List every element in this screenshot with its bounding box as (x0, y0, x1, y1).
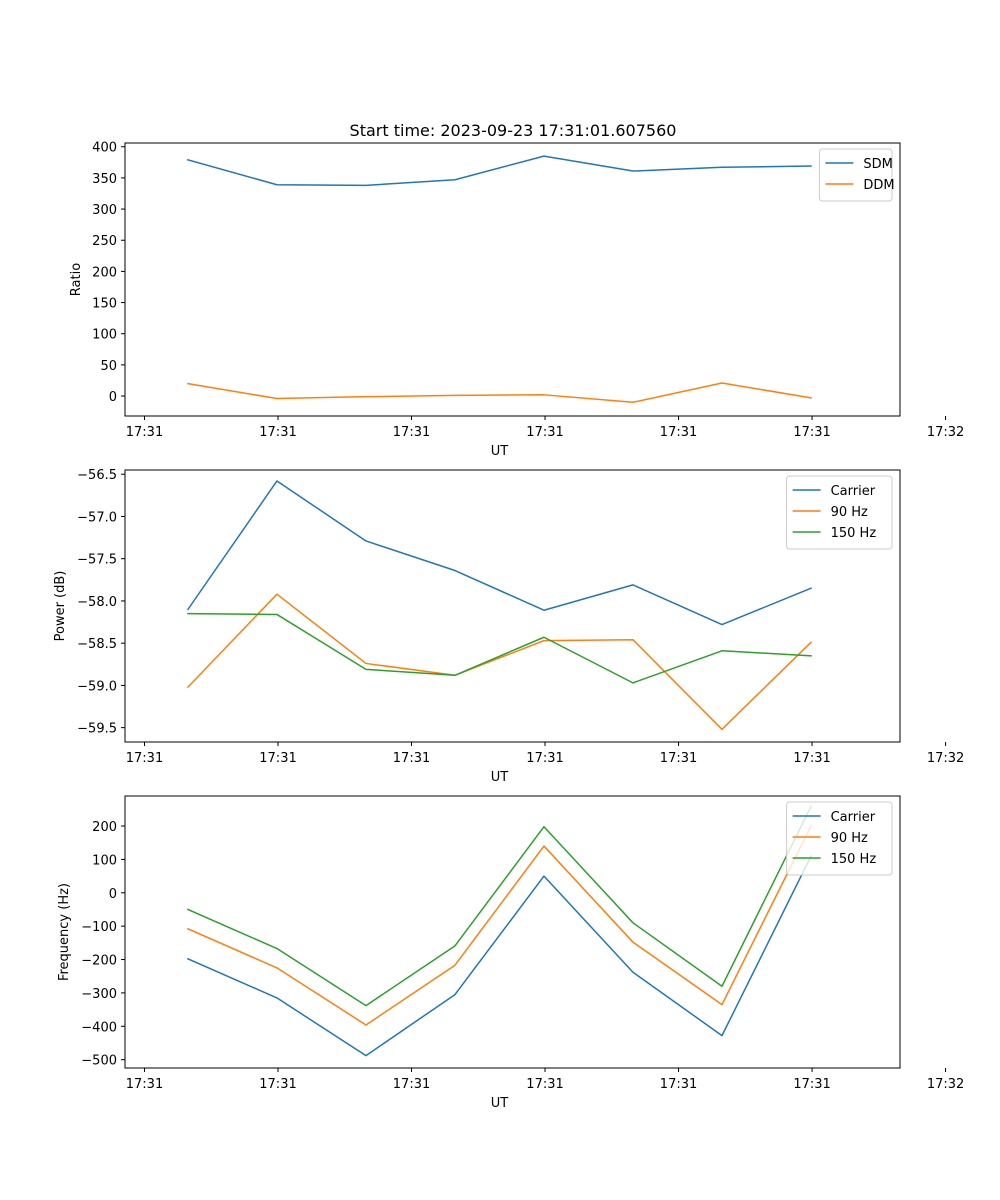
x-tick-label: 17:32 (927, 425, 964, 440)
legend: SDM DDM (818, 148, 895, 202)
x-axis-label: UT (491, 444, 509, 459)
x-tick-label: 17:31 (660, 1077, 697, 1092)
legend-entry: 90 Hz (831, 505, 868, 520)
y-tick-label: −58.0 (77, 595, 117, 610)
legend-box (818, 148, 893, 202)
y-tick-label: 350 (92, 172, 117, 187)
x-tick-label: 17:31 (793, 425, 830, 440)
y-tick-label: 300 (92, 203, 117, 218)
x-axis-label: UT (491, 770, 509, 785)
legend-entry: 150 Hz (831, 526, 877, 541)
legend-entry: SDM (863, 157, 892, 172)
x-tick-label: 17:32 (927, 751, 964, 766)
chart-panel-2: 17:31 17:31 17:31 17:31 17:31 17:31 17:32 −59.5… (53, 468, 964, 785)
y-axis-label: Power (dB) (53, 571, 68, 642)
series-line-ddm (187, 382, 812, 404)
y-tick-label: −500 (81, 1054, 117, 1069)
y-tick-label: −59.5 (77, 722, 117, 737)
x-tick-label: 17:31 (259, 1077, 296, 1092)
y-tick-label: 150 (92, 297, 117, 312)
x-tick-label: 17:31 (393, 1077, 430, 1092)
y-tick-label: −57.5 (77, 553, 117, 568)
y-tick-label: −58.5 (77, 637, 117, 652)
legend-entry: 150 Hz (831, 852, 877, 867)
axes-frame (124, 142, 901, 417)
axes-frame (124, 469, 901, 743)
x-tick-label: 17:31 (259, 425, 296, 440)
x-tick-label: 17:31 (526, 1077, 563, 1092)
legend: Carrier 90 Hz 150 Hz (786, 475, 893, 550)
y-tick-label: −300 (81, 987, 117, 1002)
legend-entry: Carrier (831, 484, 876, 499)
x-tick-label: 17:31 (126, 1077, 163, 1092)
series-line-sdm (187, 155, 812, 187)
y-tick-label: −200 (81, 954, 117, 969)
y-axis-label: Ratio (69, 263, 84, 296)
y-tick-label: −59.0 (77, 679, 117, 694)
legend-box (786, 801, 893, 876)
y-tick-label: 200 (92, 265, 117, 280)
legend-entry: DDM (863, 178, 894, 193)
series-line-carrier (186, 855, 812, 1057)
y-tick-label: 400 (92, 141, 117, 156)
x-tick-label: 17:31 (793, 1077, 830, 1092)
x-tick-label: 17:31 (259, 751, 296, 766)
y-tick-label: 250 (92, 234, 117, 249)
x-tick-label: 17:31 (526, 425, 563, 440)
y-tick-label: 100 (92, 853, 117, 868)
x-tick-label: 17:31 (393, 425, 430, 440)
y-tick-label: −57.0 (77, 510, 117, 525)
series-line-150-hz (186, 805, 812, 1007)
x-tick-label: 17:31 (126, 751, 163, 766)
legend-entry: Carrier (831, 810, 876, 825)
x-tick-label: 17:31 (393, 751, 430, 766)
y-tick-label: −56.5 (77, 468, 117, 483)
x-tick-label: 17:32 (927, 1077, 964, 1092)
y-tick-label: 50 (100, 359, 117, 374)
series-line-90-hz (186, 825, 812, 1026)
x-tick-label: 17:31 (793, 751, 830, 766)
x-axis-label: UT (491, 1096, 509, 1111)
x-tick-label: 17:31 (660, 751, 697, 766)
y-tick-label: −400 (81, 1020, 117, 1035)
chart-panel-1: 17:31 17:31 17:31 17:31 17:31 17:31 17:32 0 50 10… (69, 141, 964, 459)
y-axis-label: Frequency (Hz) (57, 883, 72, 981)
chart-title: Start time: 2023-09-23 17:31:01.607560 (350, 121, 677, 140)
legend-box (786, 475, 893, 550)
legend: Carrier 90 Hz 150 Hz (786, 801, 893, 876)
x-tick-label: 17:31 (660, 425, 697, 440)
series-line-150-hz (187, 612, 812, 684)
series-line-carrier (186, 480, 812, 626)
y-tick-label: 0 (109, 887, 117, 902)
y-tick-label: 200 (92, 820, 117, 835)
legend-entry: 90 Hz (831, 831, 868, 846)
series-line-90-hz (186, 593, 813, 731)
x-tick-label: 17:31 (526, 751, 563, 766)
chart-panel-3: 17:31 17:31 17:31 17:31 17:31 17:31 17:32 −500 −… (57, 795, 964, 1111)
y-tick-label: 100 (92, 328, 117, 343)
y-tick-label: −100 (81, 920, 117, 935)
axes-frame (124, 795, 901, 1069)
x-tick-label: 17:31 (126, 425, 163, 440)
y-tick-label: 0 (109, 390, 117, 405)
